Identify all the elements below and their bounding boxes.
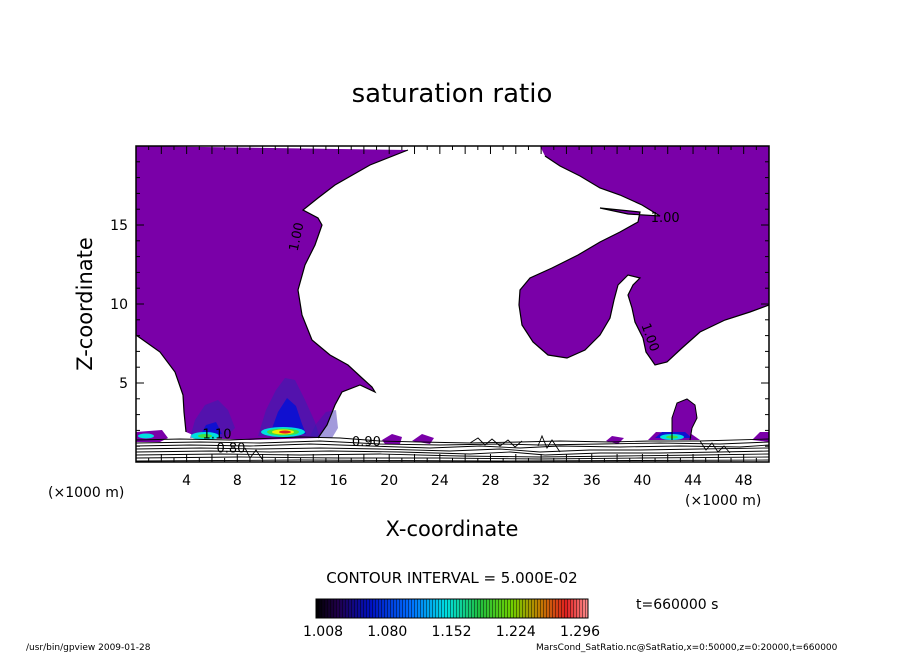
time-label: t=660000 s (636, 597, 718, 613)
y-axis-ticks: 5 10 15 (110, 161, 769, 447)
x-unit-right: (×1000 m) (685, 493, 761, 509)
colorbar (315, 598, 589, 619)
x-tick-label: 28 (482, 473, 500, 489)
colorbar-stripes (316, 599, 588, 618)
saturated-bump (672, 399, 697, 440)
footer-right: MarsCond_SatRatio.nc@SatRatio,x=0:50000,… (536, 643, 838, 653)
y-tick-label: 10 (110, 297, 128, 313)
contour-label: 1.10 (203, 427, 232, 442)
contour-line-bump (671, 398, 698, 441)
contour-label: 1.00 (287, 221, 308, 252)
blue-zone-1 (190, 400, 235, 438)
contour-interval-label: CONTOUR INTERVAL = 5.000E-02 (326, 569, 577, 587)
x-tick-label: 24 (431, 473, 449, 489)
x-axis-ticks: 4 8 12 16 20 24 28 32 36 40 44 48 (148, 146, 757, 489)
y-tick-label: 15 (110, 218, 128, 234)
colorbar-tick-label: 1.080 (367, 624, 407, 640)
y-axis-label: Z-coordinate (73, 237, 97, 371)
plot-area (136, 146, 769, 462)
x-tick-label: 20 (380, 473, 398, 489)
chart-title: saturation ratio (352, 79, 553, 109)
x-tick-label: 48 (735, 473, 753, 489)
red-spot (279, 430, 291, 434)
contour-label: 1.00 (651, 211, 680, 226)
x-tick-label: 44 (684, 473, 702, 489)
x-unit-left: (×1000 m) (48, 485, 124, 501)
colorbar-tick-label: 1.296 (560, 624, 600, 640)
blue-zone-3 (270, 398, 306, 434)
colorbar-tick-label: 1.224 (496, 624, 536, 640)
footer-left: /usr/bin/gpview 2009-01-28 (26, 643, 151, 653)
colorbar-tick-labels: 1.008 1.080 1.152 1.224 1.296 (303, 624, 600, 640)
colorbar-frame (315, 598, 589, 619)
blue-zone-5 (310, 410, 338, 438)
surface-contours (136, 434, 769, 462)
x-tick-label: 4 (182, 473, 191, 489)
x-tick-label: 32 (532, 473, 550, 489)
x-tick-label: 36 (583, 473, 601, 489)
saturated-region-right (519, 146, 769, 365)
x-tick-label: 8 (233, 473, 242, 489)
x-tick-label: 16 (330, 473, 348, 489)
contour-label: 0.80 (216, 442, 245, 457)
x-tick-label: 12 (279, 473, 297, 489)
cyan-spot-4 (138, 433, 154, 439)
green-spot-1 (198, 434, 212, 438)
x-axis-label: X-coordinate (386, 517, 519, 541)
contour-line-left-lower (136, 334, 187, 433)
contour-label: 0.90 (352, 435, 381, 450)
saturated-region-left (136, 146, 408, 440)
colorbar-tick-label: 1.008 (303, 624, 343, 640)
y-tick-label: 5 (119, 376, 128, 392)
contour-line-left (297, 149, 409, 439)
x-tick-label: 40 (633, 473, 651, 489)
contour-line-right (518, 155, 769, 366)
colorbar-tick-label: 1.152 (431, 624, 471, 640)
